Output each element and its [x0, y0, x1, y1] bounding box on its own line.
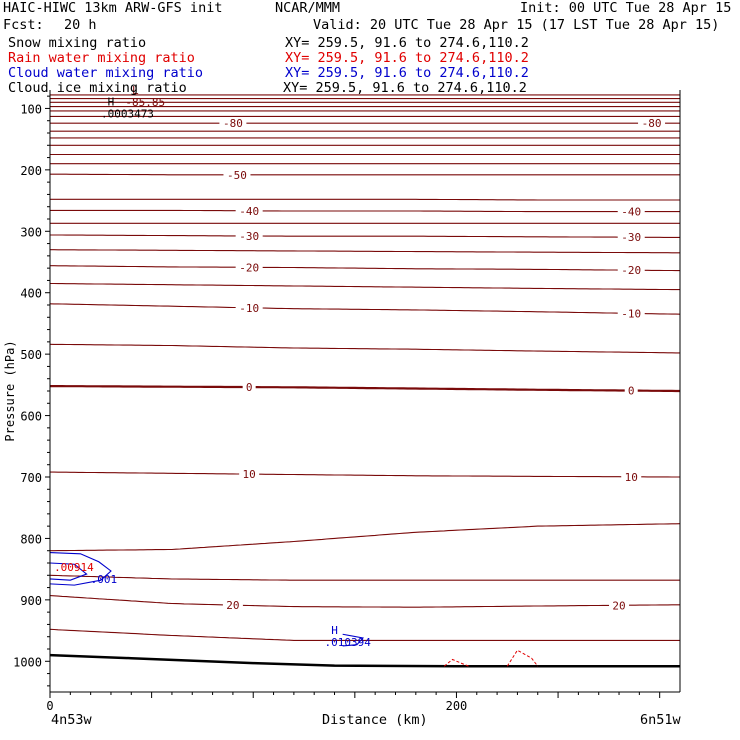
y-tick-label: 500	[20, 348, 42, 362]
y-tick-label: 700	[20, 471, 42, 485]
temperature-contour-label: -40	[239, 205, 259, 218]
y-tick-label: 800	[20, 532, 42, 546]
left-endpoint-label: 4n53w	[51, 712, 92, 728]
temperature-contour-label: -20	[621, 264, 641, 277]
contour-label-bg	[617, 205, 645, 218]
temperature-contour-1	[50, 343, 680, 354]
y-tick-label: 200	[20, 164, 42, 178]
y-tick-label: 100	[20, 102, 42, 116]
contour-label-bg	[235, 229, 263, 242]
field-cloudice-name: Cloud ice mixing ratio	[8, 80, 187, 96]
model-title: HAIC-HIWC 13km ARW-GFS init	[3, 0, 223, 16]
plot-area	[50, 94, 680, 668]
contour-label-bg	[617, 307, 645, 320]
temperature-contour-label: -30	[239, 230, 259, 243]
y-tick-label: 900	[20, 594, 42, 608]
y-tick-label: 1000	[13, 655, 42, 669]
temperature-contour-23	[50, 471, 680, 478]
contour-label-bg	[617, 264, 645, 277]
y-tick-label: 600	[20, 410, 42, 424]
contour-label-bg	[223, 168, 251, 181]
extremum-H-marker: H	[108, 96, 115, 109]
valid-time: Valid: 20 UTC Tue 28 Apr 15 (17 LST Tue …	[313, 17, 720, 33]
forecast-label: Fcst:	[3, 17, 44, 33]
forecast-hours: 20 h	[64, 17, 97, 33]
contour-label-bg	[235, 204, 263, 217]
temperature-contour-label: -30	[621, 231, 641, 244]
contour-label-bg	[235, 261, 263, 274]
contour-label-bg	[222, 599, 243, 612]
field-snow-xy: XY= 259.5, 91.6 to 274.6,110.2	[285, 35, 529, 51]
cloud-water-contour-2	[342, 633, 365, 647]
contour-label-bg	[617, 231, 645, 244]
temperature-contour-label: -80	[642, 117, 662, 130]
surface-pressure-line	[50, 653, 680, 668]
cloud-water-contour-1	[50, 562, 88, 581]
temperature-contour-label: 0	[628, 385, 635, 398]
temperature-contour-10	[50, 173, 680, 176]
temperature-contour-5	[50, 249, 680, 254]
contour-label-bg	[624, 384, 638, 397]
temperature-contour-9	[50, 198, 680, 201]
extremum-L-marker: L	[132, 84, 139, 97]
temperature-contour-label: 0	[246, 381, 253, 394]
contour-label-bg	[235, 301, 263, 314]
extremum-value-label: .010394	[325, 636, 372, 649]
extremum-value-label: -85.85	[125, 96, 165, 109]
contour-label-bg	[219, 117, 247, 130]
temperature-contour-label: -80	[223, 117, 243, 130]
org-label: NCAR/MMM	[275, 0, 341, 16]
x-tick-label: 200	[446, 699, 468, 713]
field-rain-name: Rain water mixing ratio	[8, 50, 195, 66]
contour-label-bg	[621, 470, 642, 483]
temperature-contour-label: -20	[239, 261, 259, 274]
temperature-contour-0	[50, 385, 680, 393]
extremum-value-label: .00914	[54, 561, 94, 574]
temperature-contour-label: -10	[239, 302, 259, 315]
temperature-contour-6	[50, 234, 680, 238]
rain-contour-0	[443, 658, 469, 667]
temperature-contour-4	[50, 265, 680, 272]
temperature-contour-3	[50, 282, 680, 291]
contour-label-bg	[242, 381, 256, 394]
field-rain-xy: XY= 259.5, 91.6 to 274.6,110.2	[285, 50, 529, 66]
temperature-contour-label: 10	[625, 471, 638, 484]
cloud-water-contour-0	[50, 552, 112, 586]
temperature-contour-label: 20	[612, 599, 625, 612]
x-axis-title: Distance (km)	[322, 712, 428, 728]
field-cloudwater-xy: XY= 259.5, 91.6 to 274.6,110.2	[285, 65, 529, 81]
temperature-contour-27	[50, 628, 680, 641]
temperature-contour-24	[50, 523, 680, 552]
field-cloudwater-name: Cloud water mixing ratio	[8, 65, 204, 81]
contour-label-bg	[609, 599, 630, 612]
temperature-contour-label: -10	[621, 307, 641, 320]
extremum-H-marker: H	[331, 624, 338, 637]
y-tick-label: 400	[20, 287, 42, 301]
temperature-contour-label: -40	[621, 206, 641, 219]
temperature-contour-2	[50, 303, 680, 315]
extremum-value-label: .0003473	[101, 108, 154, 121]
field-snow-name: Snow mixing ratio	[8, 35, 147, 51]
right-endpoint-label: 6n51w	[640, 712, 681, 728]
temperature-contour-label: -50	[227, 169, 247, 182]
temperature-contour-label: 10	[243, 468, 256, 481]
extremum-value-label: .001	[91, 573, 118, 586]
contour-label-bg	[638, 117, 666, 130]
y-tick-label: 300	[20, 225, 42, 239]
temperature-contour-8	[50, 209, 680, 213]
init-time: Init: 00 UTC Tue 28 Apr 15	[520, 0, 732, 16]
contour-label-bg	[239, 468, 260, 481]
temperature-contour-25	[50, 574, 680, 581]
y-axis-title: Pressure (hPa)	[3, 340, 17, 441]
x-tick-label: 0	[46, 699, 53, 713]
temperature-contour-label: 20	[226, 599, 239, 612]
rain-contour-1	[506, 649, 539, 667]
temperature-contour-26	[50, 595, 680, 608]
field-cloudice-xy: XY= 259.5, 91.6 to 274.6,110.2	[283, 80, 527, 96]
